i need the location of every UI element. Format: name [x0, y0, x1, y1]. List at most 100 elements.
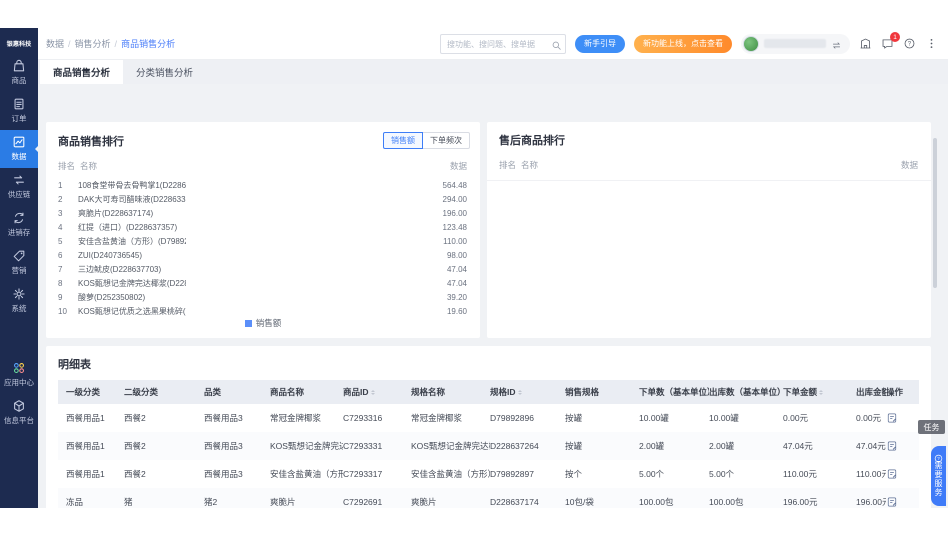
content-scrollbar[interactable]: [933, 138, 937, 288]
cube-icon: [12, 399, 26, 413]
sort-icon[interactable]: [370, 388, 375, 397]
search-icon[interactable]: [551, 38, 562, 50]
page-tabs: 商品销售分析 分类销售分析: [38, 60, 948, 84]
view-detail-icon[interactable]: [886, 412, 914, 424]
search-input[interactable]: [440, 34, 566, 54]
toggle-sales-amount[interactable]: 销售额: [383, 132, 423, 149]
col-value: 数据: [449, 161, 467, 171]
table-header-cell[interactable]: 规格ID: [490, 386, 565, 398]
col-value: 数据: [900, 160, 918, 170]
view-detail-icon[interactable]: [886, 496, 914, 508]
table-row: 西餐用品1 西餐2 西餐用品3 常冠金牌椰浆 C7293316 常冠金牌椰浆 D798928…: [58, 404, 919, 432]
table-cell: 47.04元: [856, 441, 886, 451]
table-cell: 西餐2: [124, 469, 146, 479]
guide-button[interactable]: 新手引导: [575, 34, 625, 53]
sidebar-item-app-center[interactable]: 应用中心: [0, 356, 38, 394]
task-tag[interactable]: 任务: [918, 420, 945, 434]
org-icon[interactable]: [859, 37, 872, 50]
rank-number: 2: [58, 194, 63, 204]
tab-product-sales-analysis[interactable]: 商品销售分析: [40, 60, 124, 84]
header-label: 出库金额: [856, 387, 886, 397]
table-header-cell[interactable]: 出库金额: [856, 386, 886, 398]
table-cell: 10包/袋: [565, 497, 594, 507]
sort-icon[interactable]: [819, 388, 824, 397]
table-header-cell[interactable]: 下单金额: [783, 386, 856, 398]
view-detail-icon[interactable]: [886, 468, 914, 480]
table-cell: KOS甄想记金牌完达椰浆: [270, 441, 343, 451]
table-cell: 西餐2: [124, 413, 146, 423]
more-icon[interactable]: [925, 37, 938, 50]
chart-row: 5 安佳含盐黄油（方形）(D79892897) 110.00: [46, 234, 480, 248]
product-name: ZUI(D240736545): [78, 250, 143, 260]
table-header-cell: 二级分类: [124, 386, 204, 398]
toggle-order-frequency[interactable]: 下单频次: [423, 132, 470, 149]
table-header-cell[interactable]: 出库数（基本单位）: [709, 386, 783, 398]
sidebar-item-inventory[interactable]: 进销存: [0, 206, 38, 244]
sidebar-item-label: 供应链: [7, 190, 31, 199]
rank-number: 8: [58, 278, 63, 288]
breadcrumb-separator: /: [68, 38, 71, 49]
bar-track: [186, 308, 420, 315]
bar-track: [186, 280, 420, 287]
table-header-cell[interactable]: 商品ID: [343, 386, 411, 398]
rank-number: 10: [58, 306, 67, 316]
value-label: 47.04: [446, 264, 467, 274]
product-name: 108食堂带骨去骨鸭掌1(D228637144): [78, 180, 186, 190]
message-icon[interactable]: 1: [881, 32, 900, 50]
order-icon: [12, 97, 26, 111]
tab-category-sales-analysis[interactable]: 分类销售分析: [136, 68, 194, 79]
sidebar-item-label: 营销: [11, 266, 27, 275]
sidebar-item-info-platform[interactable]: 信息平台: [0, 394, 38, 432]
table-cell: 西餐用品1: [66, 441, 105, 451]
user-menu[interactable]: [741, 33, 850, 54]
view-detail-icon[interactable]: [886, 440, 914, 452]
sidebar-item-system[interactable]: 系统: [0, 282, 38, 320]
sidebar-item-label: 信息平台: [4, 416, 34, 425]
chart-row: 10 KOS甄想记优质之选黑果桃碎(D228634296) 19.60: [46, 304, 480, 318]
help-icon[interactable]: ?: [903, 37, 916, 50]
table-cell: 5.00个: [639, 469, 665, 479]
product-name: DAK大可寿司醋味液(D228633861): [78, 194, 186, 204]
table-cell: C7293316: [343, 413, 383, 423]
avatar[interactable]: [743, 35, 759, 52]
table-cell: 10.00罐: [709, 413, 739, 423]
sidebar-item-supply-chain[interactable]: 供应链: [0, 168, 38, 206]
table-cell: 猪2: [204, 497, 218, 507]
product-name: KOS甄想记金牌完达椰浆(D228637264): [78, 278, 186, 288]
table-cell: C7293317: [343, 469, 383, 479]
table-cell: 安佳含盐黄油（方形）: [411, 469, 490, 479]
apps-icon: [12, 361, 26, 375]
product-name: 爽脆片(D228637174): [78, 208, 154, 218]
sidebar-item-marketing[interactable]: 营销: [0, 244, 38, 282]
table-header-cell: 品类: [204, 386, 270, 398]
switch-account-icon[interactable]: [831, 38, 842, 49]
table-cell: 爽脆片: [411, 497, 437, 507]
sidebar-item-label: 商品: [11, 76, 27, 85]
breadcrumb-item[interactable]: 数据: [46, 39, 65, 49]
chart-row: 6 ZUI(D240736545) 98.00: [46, 248, 480, 262]
sidebar-menu-bottom: 应用中心 信息平台: [0, 356, 38, 432]
after-sale-columns: 排名 名称 数据: [487, 148, 931, 181]
bar-track: [186, 210, 420, 217]
promo-button[interactable]: 新功能上线，点击查看: [634, 34, 732, 53]
table-cell: 196.00元: [856, 497, 886, 507]
value-label: 47.04: [446, 278, 467, 288]
header-label: 商品ID: [343, 387, 369, 397]
breadcrumb-item[interactable]: 销售分析: [74, 39, 111, 49]
table-header-cell[interactable]: 下单数（基本单位）: [639, 386, 709, 398]
sidebar-item-label: 数据: [11, 152, 27, 161]
sort-icon[interactable]: [517, 388, 522, 397]
sidebar: 银惠科技 商品 订单 数据 供应链 进销存 营销 系统 应用中心 信息平台: [0, 28, 39, 508]
service-ribbon-button[interactable]: ? 需要服务: [931, 446, 946, 506]
rank-number: 7: [58, 264, 63, 274]
table-row: 冻品 猪 猪2 爽脆片 C7292691 爽脆片 D228637174 10包/袋 100.00…: [58, 488, 919, 508]
rank-number: 3: [58, 208, 63, 218]
table-cell: 西餐2: [124, 441, 146, 451]
col-rank: 排名: [499, 160, 517, 170]
sidebar-item-data[interactable]: 数据: [0, 130, 39, 168]
header-label: 品类: [204, 387, 222, 397]
chart-row: 2 DAK大可寿司醋味液(D228633861) 294.00: [46, 192, 480, 206]
sidebar-item-orders[interactable]: 订单: [0, 92, 38, 130]
sidebar-item-goods[interactable]: 商品: [0, 54, 38, 92]
value-label: 39.20: [446, 292, 467, 302]
